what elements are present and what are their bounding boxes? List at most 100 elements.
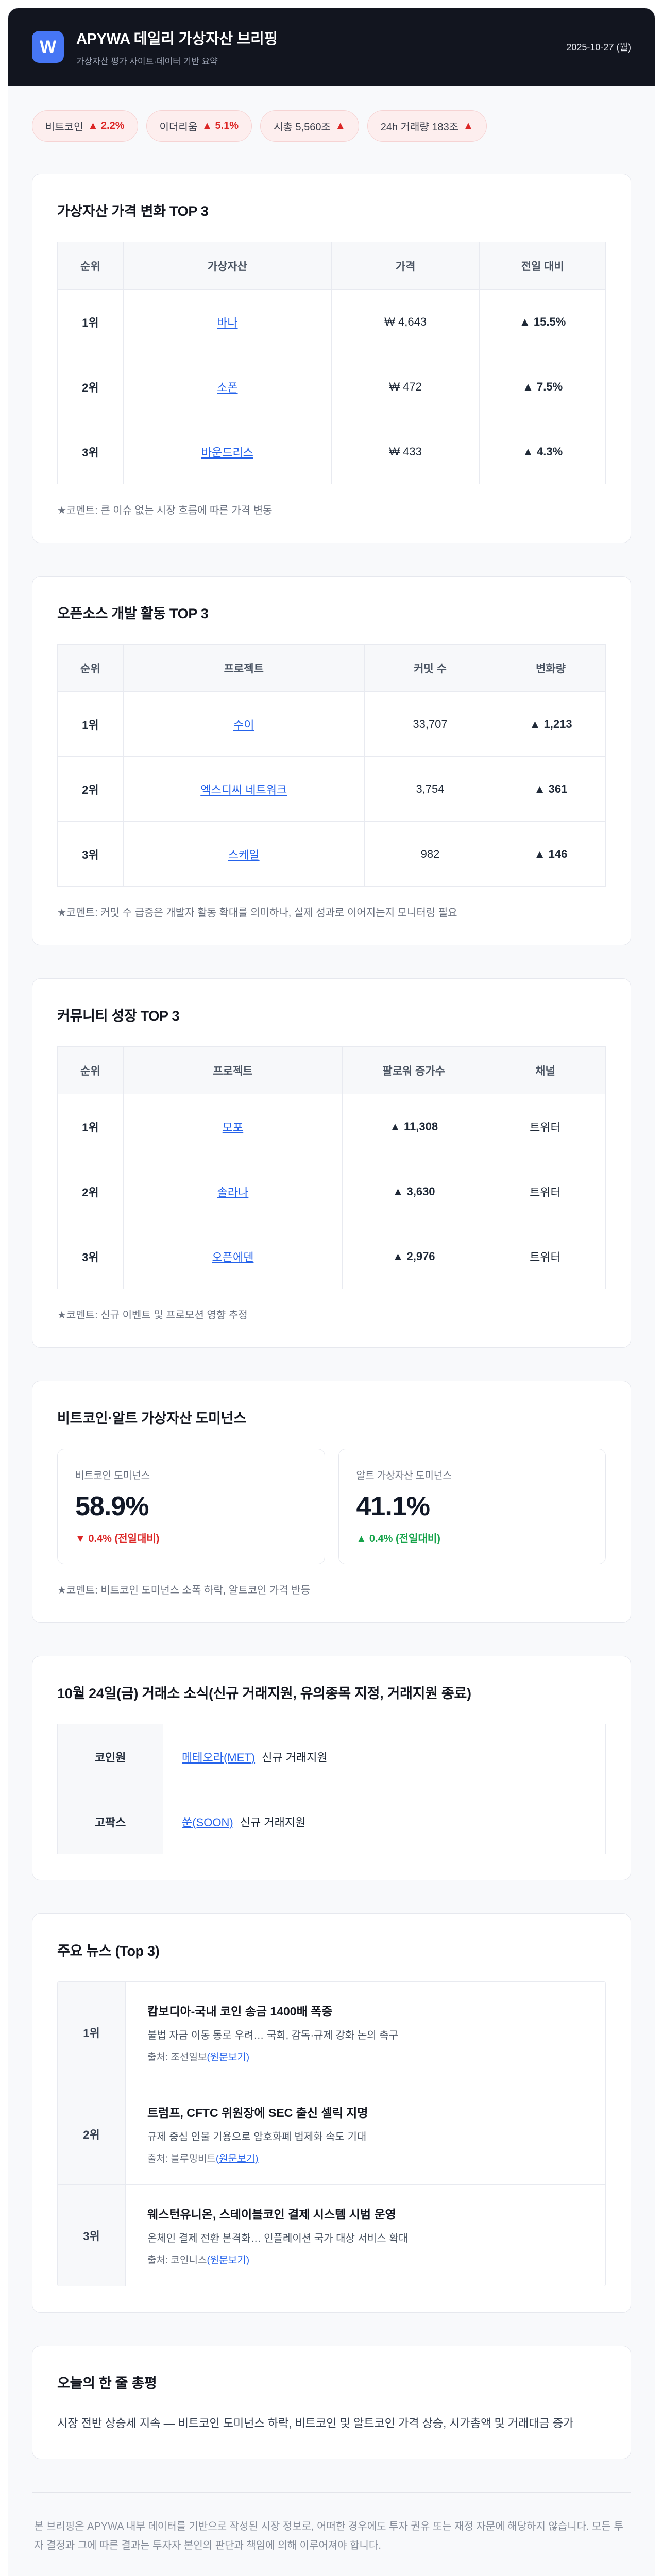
- dominance-grid: 비트코인 도미넌스 58.9% ▼ 0.4% (전일대비) 알트 가상자산 도미…: [57, 1449, 606, 1564]
- table-header-row: 순위 가상자산 가격 전일 대비: [57, 242, 606, 290]
- comment-text: ★코멘트: 신규 이벤트 및 프로모션 영향 추정: [57, 1310, 248, 1321]
- page-footer: © 2025 APYWA · All rights reserved.: [32, 2555, 631, 2576]
- project-cell: 솔라나: [123, 1159, 343, 1224]
- news-list: 1위 캄보디아-국내 코인 송금 1400배 폭증 불법 자금 이동 통로 우려…: [57, 1981, 606, 2286]
- table-row: 1위 수이 33,707 ▲ 1,213: [57, 691, 606, 757]
- table-row: 1위 바나 ₩ 4,643 ▲ 15.5%: [57, 289, 606, 354]
- summary-text: 시장 전반 상승세 지속 — 비트코인 도미넌스 하락, 비트코인 및 알트코인…: [57, 2417, 574, 2430]
- alt-dominance-delta: ▲ 0.4% (전일대비): [356, 1533, 440, 1545]
- news-headline: 웨스턴유니온, 스테이블코인 결제 시스템 시범 운영: [147, 2208, 396, 2221]
- news-desc: 온체인 결제 전환 본격화… 인플레이션 국가 대상 서비스 확대: [147, 2233, 409, 2244]
- news-item: 3위 웨스턴유니온, 스테이블코인 결제 시스템 시범 운영 온체인 결제 전환…: [58, 2185, 605, 2286]
- dominance-card: 비트코인·알트 가상자산 도미넌스 비트코인 도미넌스 58.9% ▼ 0.4%…: [32, 1381, 631, 1623]
- column-header-commits: 커밋 수: [364, 644, 497, 692]
- listing-cell: 쑨(SOON) 신규 거래지원: [163, 1789, 606, 1854]
- project-cell: 오픈에덴: [123, 1224, 343, 1289]
- rank-cell: 2위: [57, 756, 124, 822]
- page-title: APYWA 데일리 가상자산 브리핑: [76, 31, 278, 47]
- column-header-channel: 채널: [484, 1046, 606, 1094]
- table-row: 3위 오픈에덴 ▲ 2,976 트위터: [57, 1224, 606, 1289]
- alt-dominance-value: 41.1%: [356, 1492, 430, 1521]
- coin-link[interactable]: 바운드리스: [201, 446, 253, 459]
- rank-cell: 2위: [57, 1159, 124, 1224]
- alt-dominance-box: 알트 가상자산 도미넌스 41.1% ▲ 0.4% (전일대비): [338, 1449, 606, 1564]
- ticker-change: ▲ 5.1%: [202, 120, 239, 131]
- up-arrow-icon: ▲: [463, 120, 473, 131]
- comment-text: ★코멘트: 커밋 수 급증은 개발자 활동 확대를 의미하나, 실제 성과로 이…: [57, 907, 457, 919]
- top-news-card: 주요 뉴스 (Top 3) 1위 캄보디아-국내 코인 송금 1400배 폭증 …: [32, 1913, 631, 2313]
- ticker-label: 시총 5,560조: [274, 122, 331, 133]
- channel-cell: 트위터: [484, 1094, 606, 1159]
- apywa-logo: W: [32, 31, 64, 63]
- news-headline: 캄보디아-국내 코인 송금 1400배 폭증: [147, 2005, 333, 2018]
- price-table: 순위 가상자산 가격 전일 대비 1위 바나 ₩ 4,643 ▲ 15.5% 2…: [57, 242, 606, 484]
- channel-cell: 트위터: [484, 1224, 606, 1289]
- change-cell: ▲ 361: [496, 756, 606, 822]
- column-header-followers: 팔로워 증가수: [342, 1046, 485, 1094]
- commits-cell: 982: [364, 821, 497, 887]
- source-link[interactable]: (원문보기): [207, 2255, 250, 2266]
- rank-cell: 3위: [57, 821, 124, 887]
- project-cell: 모포: [123, 1094, 343, 1159]
- community-growth-card: 커뮤니티 성장 TOP 3 순위 프로젝트 팔로워 증가수 채널 1위 모포 ▲: [32, 978, 631, 1348]
- project-cell: 엑스디씨 네트워크: [123, 756, 365, 822]
- source-link[interactable]: (원문보기): [207, 2052, 250, 2063]
- briefing-page: W APYWA 데일리 가상자산 브리핑 가상자산 평가 사이트·데이터 기반 …: [8, 8, 655, 2576]
- asset-cell: 바운드리스: [123, 419, 332, 484]
- coin-link[interactable]: 쑨(SOON): [182, 1816, 233, 1829]
- news-source-name: 출처: 코인니스: [147, 2255, 207, 2266]
- coin-link[interactable]: 바나: [217, 316, 238, 329]
- price-cell: ₩ 4,643: [331, 289, 480, 354]
- column-header-price: 가격: [331, 242, 480, 290]
- news-rank: 2위: [58, 2083, 126, 2184]
- rank-cell: 1위: [57, 691, 124, 757]
- followers-cell: ▲ 2,976: [342, 1224, 485, 1289]
- news-body: 트럼프, CFTC 위원장에 SEC 출신 셀릭 지명 규제 중심 인물 기용으…: [126, 2083, 605, 2184]
- column-header-rank: 순위: [57, 644, 124, 692]
- card-title: 오픈소스 개발 활동 TOP 3: [57, 606, 209, 621]
- btc-dominance-label: 비트코인 도미넌스: [75, 1470, 150, 1481]
- table-row: 2위 소폰 ₩ 472 ▲ 7.5%: [57, 354, 606, 419]
- news-item: 2위 트럼프, CFTC 위원장에 SEC 출신 셀릭 지명 규제 중심 인물 …: [58, 2083, 605, 2185]
- change-cell: ▲ 1,213: [496, 691, 606, 757]
- news-rank: 3위: [58, 2185, 126, 2286]
- card-title: 오늘의 한 줄 총평: [57, 2376, 157, 2391]
- commits-cell: 3,754: [364, 756, 497, 822]
- table-row: 2위 솔라나 ▲ 3,630 트위터: [57, 1159, 606, 1224]
- ticker-bar: 비트코인 ▲ 2.2% 이더리움 ▲ 5.1% 시총 5,560조 ▲ 24h …: [32, 110, 631, 142]
- coin-link[interactable]: 소폰: [217, 381, 238, 394]
- page-header: W APYWA 데일리 가상자산 브리핑 가상자산 평가 사이트·데이터 기반 …: [8, 8, 655, 86]
- column-header-rank: 순위: [57, 1046, 124, 1094]
- listing-text: 신규 거래지원: [262, 1751, 328, 1764]
- news-body: 웨스턴유니온, 스테이블코인 결제 시스템 시범 운영 온체인 결제 전환 본격…: [126, 2185, 605, 2286]
- price-cell: ₩ 433: [331, 419, 480, 484]
- exchange-news-card: 10월 24일(금) 거래소 소식(신규 거래지원, 유의종목 지정, 거래지원…: [32, 1656, 631, 1880]
- news-headline: 트럼프, CFTC 위원장에 SEC 출신 셀릭 지명: [147, 2106, 368, 2120]
- project-link[interactable]: 모포: [222, 1121, 244, 1134]
- ticker-label: 비트코인: [45, 122, 83, 133]
- change-cell: ▲ 15.5%: [479, 289, 606, 354]
- comment-text: ★코멘트: 큰 이슈 없는 시장 흐름에 따른 가격 변동: [57, 505, 273, 516]
- project-link[interactable]: 수이: [233, 718, 254, 732]
- page-content: 비트코인 ▲ 2.2% 이더리움 ▲ 5.1% 시총 5,560조 ▲ 24h …: [8, 86, 655, 2576]
- project-link[interactable]: 솔라나: [217, 1185, 249, 1199]
- change-cell: ▲ 146: [496, 821, 606, 887]
- project-link[interactable]: 엑스디씨 네트워크: [200, 783, 287, 796]
- project-link[interactable]: 오픈에덴: [212, 1250, 254, 1264]
- comment-text: ★코멘트: 비트코인 도미넌스 소폭 하락, 알트코인 가격 반등: [57, 1585, 311, 1596]
- news-source-name: 출처: 블루밍비트: [147, 2154, 216, 2164]
- exchange-table: 코인원 메테오라(MET) 신규 거래지원 고팍스 쑨(SOON) 신규 거래지…: [57, 1724, 606, 1854]
- source-link[interactable]: (원문보기): [215, 2154, 259, 2164]
- listing-cell: 메테오라(MET) 신규 거래지원: [163, 1724, 606, 1789]
- price-change-card: 가상자산 가격 변화 TOP 3 순위 가상자산 가격 전일 대비 1위 바나: [32, 174, 631, 543]
- channel-cell: 트위터: [484, 1159, 606, 1224]
- ticker-pill-btc: 비트코인 ▲ 2.2%: [32, 110, 138, 142]
- community-table: 순위 프로젝트 팔로워 증가수 채널 1위 모포 ▲ 11,308 트위터 2위: [57, 1046, 606, 1289]
- dev-table: 순위 프로젝트 커밋 수 변화량 1위 수이 33,707 ▲ 1,213 2위: [57, 644, 606, 887]
- card-title: 가상자산 가격 변화 TOP 3: [57, 204, 209, 219]
- column-header-asset: 가상자산: [123, 242, 332, 290]
- rank-cell: 2위: [57, 354, 124, 419]
- project-link[interactable]: 스케일: [228, 848, 260, 861]
- coin-link[interactable]: 메테오라(MET): [182, 1751, 256, 1764]
- asset-cell: 바나: [123, 289, 332, 354]
